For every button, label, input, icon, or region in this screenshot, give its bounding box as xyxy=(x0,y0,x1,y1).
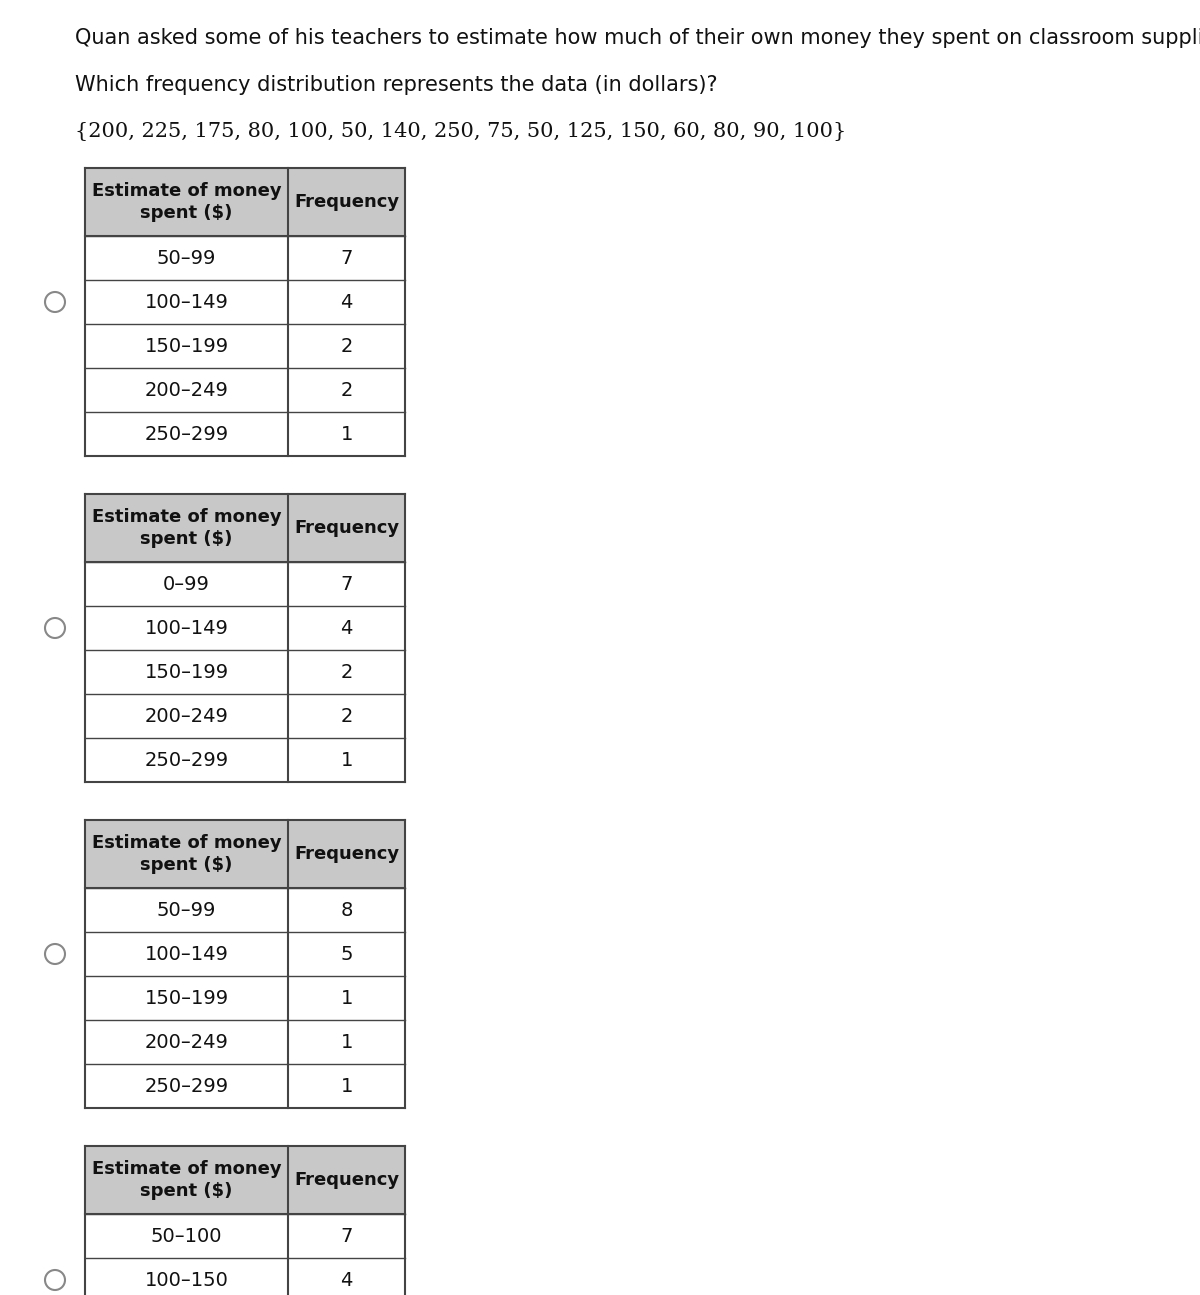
Text: 50–100: 50–100 xyxy=(151,1226,222,1246)
Text: 4: 4 xyxy=(341,619,353,637)
Text: Frequency: Frequency xyxy=(294,1171,400,1189)
Text: 0–99: 0–99 xyxy=(163,575,210,593)
Text: 100–149: 100–149 xyxy=(145,619,228,637)
Circle shape xyxy=(46,944,65,963)
Text: Quan asked some of his teachers to estimate how much of their own money they spe: Quan asked some of his teachers to estim… xyxy=(74,28,1200,48)
Text: 2: 2 xyxy=(341,337,353,356)
Text: 100–150: 100–150 xyxy=(145,1270,228,1290)
Text: 150–199: 150–199 xyxy=(144,663,229,681)
Text: 4: 4 xyxy=(341,1270,353,1290)
Text: 200–249: 200–249 xyxy=(145,707,228,725)
Text: 4: 4 xyxy=(341,293,353,312)
Text: 250–299: 250–299 xyxy=(144,425,229,443)
Text: 1: 1 xyxy=(341,1032,353,1052)
Text: 200–249: 200–249 xyxy=(145,381,228,399)
Circle shape xyxy=(46,291,65,312)
Bar xyxy=(85,820,288,888)
Text: 250–299: 250–299 xyxy=(144,751,229,769)
Bar xyxy=(288,493,406,562)
Text: Frequency: Frequency xyxy=(294,846,400,862)
Bar xyxy=(85,820,406,1109)
Text: 1: 1 xyxy=(341,1076,353,1096)
Text: 7: 7 xyxy=(341,1226,353,1246)
Text: 150–199: 150–199 xyxy=(144,988,229,1008)
Text: 250–299: 250–299 xyxy=(144,1076,229,1096)
Text: 100–149: 100–149 xyxy=(145,944,228,963)
Text: 5: 5 xyxy=(341,944,353,963)
Text: Estimate of money
spent ($): Estimate of money spent ($) xyxy=(91,834,282,874)
Text: 50–99: 50–99 xyxy=(157,249,216,268)
Text: 8: 8 xyxy=(341,900,353,919)
Bar xyxy=(85,1146,288,1213)
Bar xyxy=(85,493,288,562)
Text: 200–249: 200–249 xyxy=(145,1032,228,1052)
Text: 1: 1 xyxy=(341,988,353,1008)
Text: 7: 7 xyxy=(341,575,353,593)
Text: Estimate of money
spent ($): Estimate of money spent ($) xyxy=(91,181,282,223)
Text: 100–149: 100–149 xyxy=(145,293,228,312)
Bar xyxy=(288,820,406,888)
Text: 150–199: 150–199 xyxy=(144,337,229,356)
Bar xyxy=(288,168,406,236)
Text: 50–99: 50–99 xyxy=(157,900,216,919)
Text: {200, 225, 175, 80, 100, 50, 140, 250, 75, 50, 125, 150, 60, 80, 90, 100}: {200, 225, 175, 80, 100, 50, 140, 250, 7… xyxy=(74,122,846,141)
Bar xyxy=(85,493,406,782)
Text: 2: 2 xyxy=(341,663,353,681)
Circle shape xyxy=(46,1270,65,1290)
Circle shape xyxy=(46,618,65,638)
Text: Estimate of money
spent ($): Estimate of money spent ($) xyxy=(91,1159,282,1200)
Text: Estimate of money
spent ($): Estimate of money spent ($) xyxy=(91,508,282,549)
Text: 1: 1 xyxy=(341,425,353,443)
Text: 2: 2 xyxy=(341,381,353,399)
Text: 1: 1 xyxy=(341,751,353,769)
Text: Which frequency distribution represents the data (in dollars)?: Which frequency distribution represents … xyxy=(74,75,718,95)
Text: 7: 7 xyxy=(341,249,353,268)
Bar xyxy=(85,1146,406,1295)
Text: Frequency: Frequency xyxy=(294,193,400,211)
Bar xyxy=(85,168,288,236)
Text: Frequency: Frequency xyxy=(294,519,400,537)
Bar xyxy=(85,168,406,456)
Bar xyxy=(288,1146,406,1213)
Text: 2: 2 xyxy=(341,707,353,725)
